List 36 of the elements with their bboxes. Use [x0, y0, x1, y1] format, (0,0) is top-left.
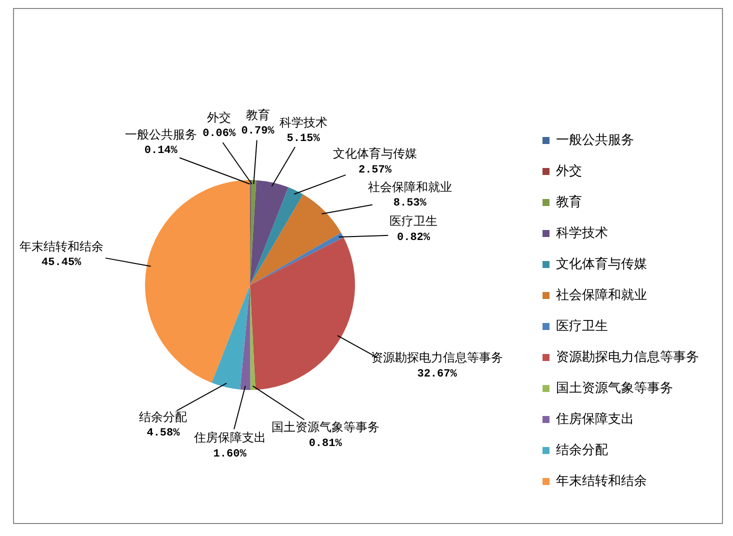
- data-label: 0.82%: [396, 232, 430, 244]
- data-label: 45.45%: [42, 257, 82, 270]
- legend-label: 年末结转和结余: [556, 474, 647, 489]
- slice-label: 医疗卫生: [389, 214, 438, 228]
- legend-label: 资源勘探电力信息等事务: [556, 350, 699, 365]
- slice-label: 一般公共服务: [124, 127, 197, 142]
- data-label: 1.60%: [213, 448, 247, 460]
- legend-label: 结余分配: [556, 442, 608, 458]
- legend-label: 住房保障支出: [555, 410, 634, 427]
- slice-label: 年末结转和结余: [19, 240, 104, 254]
- slice-label: 教育: [246, 108, 270, 122]
- data-label: 0.06%: [202, 128, 236, 140]
- slice-label: 住房保障支出: [192, 430, 266, 445]
- data-label: 5.15%: [286, 133, 320, 146]
- slice-label: 国土资源气象等事务: [271, 420, 380, 434]
- legend-label: 国土资源气象等事务: [556, 380, 673, 396]
- data-label: 2.57%: [358, 164, 392, 176]
- slice-label: 结余分配: [139, 410, 188, 424]
- slice-label: 文化体育与传媒: [332, 146, 417, 161]
- data-label: 0.14%: [144, 145, 178, 158]
- legend-label: 文化体育与传媒: [556, 256, 647, 272]
- legend-label: 教育: [556, 194, 582, 210]
- legend-label: 社会保障和就业: [556, 288, 647, 303]
- slice-label: 外交: [207, 110, 232, 124]
- slice-label: 资源勘探电力信息等事务: [371, 350, 504, 365]
- data-label: 0.81%: [308, 438, 342, 450]
- slice-label: 科学技术: [279, 115, 328, 130]
- legend-label: 医疗卫生: [556, 318, 608, 334]
- legend-label: 科学技术: [556, 226, 608, 241]
- data-label: 32.67%: [417, 368, 458, 380]
- legend-label: 外交: [556, 162, 582, 179]
- legend-label: 一般公共服务: [556, 132, 634, 148]
- data-label: 4.58%: [146, 428, 180, 440]
- data-label: 0.79%: [241, 125, 275, 138]
- data-label: 8.53%: [393, 198, 427, 210]
- slice-label: 社会保障和就业: [368, 180, 452, 194]
